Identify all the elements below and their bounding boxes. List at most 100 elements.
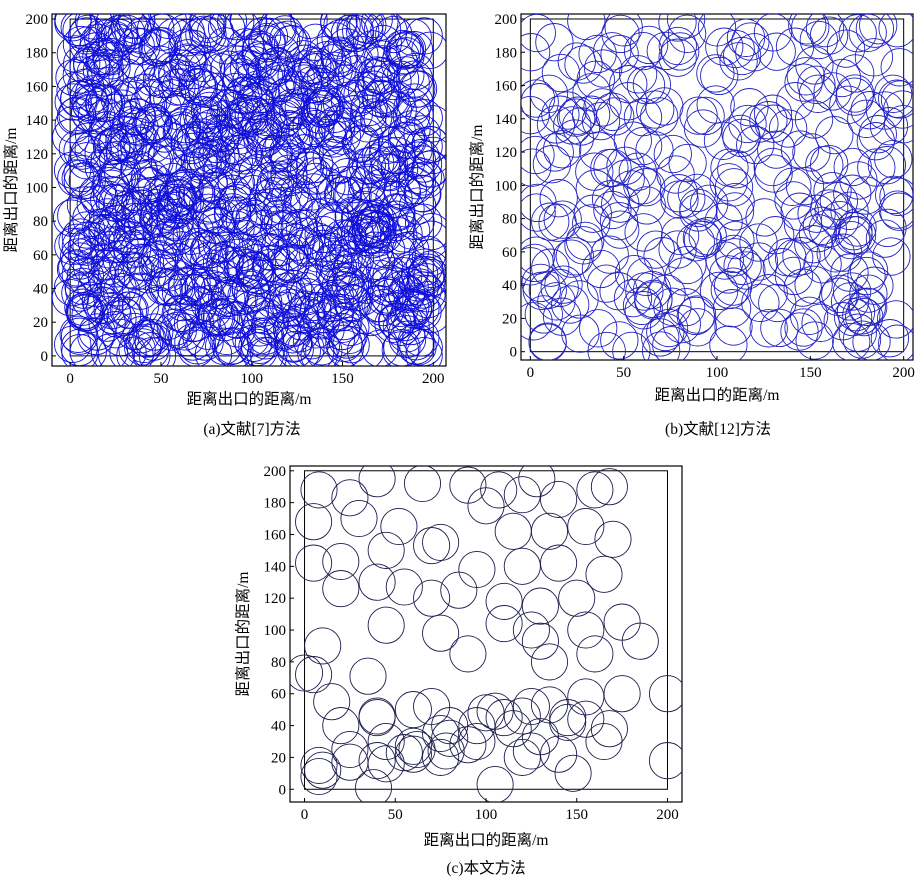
- sensor-circle: [833, 297, 873, 337]
- sensor-circle: [710, 270, 749, 310]
- sensor-circle: [122, 243, 160, 281]
- sensor-circle: [540, 480, 578, 518]
- subfigure-caption: (a)文献[7]方法: [203, 420, 300, 438]
- sensor-circle: [78, 175, 117, 213]
- sensor-circle: [290, 151, 328, 189]
- sensor-circle: [757, 130, 796, 169]
- sensor-circle: [394, 18, 432, 57]
- y-axis-label: 距离出口的距离/m: [2, 128, 20, 253]
- sensor-circle: [414, 105, 446, 143]
- sensor-circle: [543, 130, 582, 169]
- sensor-circle: [653, 287, 692, 326]
- sensor-circle: [188, 187, 227, 225]
- sensor-circle: [512, 611, 550, 649]
- sensor-circle: [60, 317, 99, 355]
- sensor-circle: [621, 622, 659, 660]
- sensor-circle: [354, 70, 393, 108]
- sensor-circle: [331, 730, 369, 769]
- sensor-circle: [353, 206, 391, 245]
- sensor-circle: [623, 31, 663, 71]
- sensor-circle: [867, 146, 907, 185]
- sensor-circle: [560, 280, 599, 319]
- x-tick-label: 150: [331, 371, 354, 387]
- sensor-circle: [142, 45, 180, 84]
- x-tick-label: 100: [706, 365, 729, 381]
- sensor-circle: [83, 18, 121, 57]
- sensor-circle: [295, 544, 333, 582]
- sensor-circle: [422, 523, 460, 561]
- sensor-circle: [636, 90, 675, 129]
- sensor-circle: [590, 148, 629, 188]
- sensor-circle: [847, 256, 886, 296]
- sensor-circle: [579, 309, 618, 348]
- x-tick-label: 200: [656, 807, 679, 823]
- sensor-circle: [723, 246, 762, 286]
- sensor-circle: [179, 67, 217, 106]
- sensor-circle: [679, 96, 718, 135]
- sensor-circle: [880, 48, 913, 87]
- sensor-circle: [92, 37, 130, 76]
- sensor-circle: [361, 329, 399, 366]
- sensor-circle: [251, 305, 289, 343]
- sensor-circle: [123, 28, 161, 66]
- sensor-circle: [220, 278, 258, 316]
- sensor-circle: [749, 274, 788, 313]
- sensor-circle: [820, 200, 860, 240]
- sensor-circle: [774, 256, 814, 296]
- sensor-circle: [712, 289, 752, 328]
- sensor-circle: [263, 187, 301, 225]
- sensor-circle: [521, 14, 556, 53]
- sensor-circle: [856, 122, 895, 161]
- sensor-circle: [138, 337, 177, 366]
- sensor-circle: [74, 75, 113, 113]
- sensor-circle: [539, 179, 578, 218]
- sensor-circle: [808, 209, 847, 248]
- sensor-circle: [404, 145, 443, 183]
- x-tick-label: 100: [475, 807, 498, 823]
- sensor-circle: [69, 78, 108, 117]
- x-tick-label: 150: [799, 365, 822, 381]
- sensor-circle: [392, 64, 430, 102]
- sensor-circle: [762, 248, 801, 287]
- sensor-circle: [780, 130, 820, 169]
- sensor-circle: [269, 139, 307, 177]
- chart-panel-3: 0 50 100 150 200 0 20 40 60 80 100 120 140 160 180 200 距…: [234, 464, 683, 877]
- sensor-circle: [870, 319, 910, 358]
- sensor-circle: [326, 166, 364, 204]
- sensor-circle: [736, 125, 775, 165]
- x-tick-label: 50: [616, 365, 631, 381]
- sensor-circle: [721, 114, 760, 154]
- sensor-circle: [361, 79, 399, 117]
- sensor-circle: [309, 118, 347, 157]
- sensor-circle: [378, 267, 416, 305]
- sensor-circle: [792, 133, 831, 172]
- sensor-circle: [878, 79, 913, 118]
- sensor-circle: [346, 332, 385, 366]
- y-tick-label: 180: [264, 496, 287, 512]
- sensor-circle: [316, 22, 355, 60]
- sensor-circle: [364, 45, 403, 83]
- sensor-circle: [88, 304, 126, 342]
- sensor-circle: [250, 17, 289, 56]
- sensor-circle: [530, 512, 569, 550]
- sensor-circle: [640, 97, 679, 136]
- sensor-circle: [367, 722, 405, 761]
- y-tick-label: 140: [264, 559, 287, 575]
- sensor-circle: [243, 121, 281, 159]
- sensor-circle: [243, 75, 281, 113]
- sensor-circle: [449, 635, 487, 673]
- y-tick-label: 180: [495, 45, 518, 61]
- sensor-circle: [458, 722, 496, 761]
- sensor-circle: [205, 304, 244, 342]
- y-tick-label: 200: [495, 12, 518, 28]
- sensor-circle: [868, 208, 907, 248]
- sensor-circle: [109, 291, 148, 329]
- sensor-circle: [467, 487, 505, 525]
- sensor-circle: [541, 95, 580, 134]
- sensor-circle: [305, 225, 343, 263]
- sensor-circle: [583, 88, 622, 127]
- sensor-circle: [408, 263, 446, 301]
- sensor-circle: [190, 284, 229, 323]
- sensor-circle: [321, 19, 359, 57]
- sensor-circle: [576, 60, 615, 99]
